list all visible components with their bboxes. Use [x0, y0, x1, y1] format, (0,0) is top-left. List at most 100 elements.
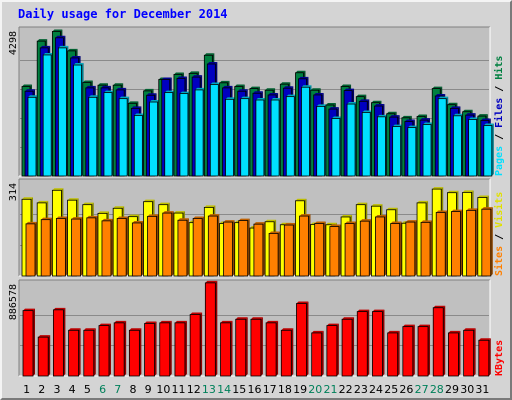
bar-kbytes-day-8	[128, 329, 140, 377]
bar-visits-day-31-top	[477, 195, 489, 198]
bar-sites-day-28-top	[436, 210, 448, 213]
x-tick-label-day-16: 16	[248, 383, 262, 396]
bar-hits-day-24-top	[371, 100, 382, 103]
bar-kbytes-day-6	[98, 325, 110, 377]
bar-hits-day-26-top	[401, 115, 412, 118]
bar-hits-day-28-top	[432, 86, 443, 89]
bar-kbytes-day-24-top	[372, 309, 385, 312]
bar-visits-day-19-top	[295, 198, 307, 201]
bar-sites-day-20-side	[323, 221, 326, 276]
bar-sites-day-23-side	[369, 219, 372, 276]
x-tick-label-day-17: 17	[263, 383, 277, 396]
bar-sites-day-19-top	[299, 214, 311, 217]
x-tick-label-day-23: 23	[354, 383, 368, 396]
bar-sites-day-2-side	[50, 217, 53, 276]
bar-pages-day-24	[377, 116, 386, 177]
bar-pages-day-15-top	[240, 96, 251, 99]
bar-hits-day-3-top	[52, 29, 63, 32]
bar-sites-day-28	[435, 212, 446, 277]
bar-visits-day-29-top	[447, 190, 459, 193]
bar-sites-day-1-top	[26, 221, 37, 224]
bar-kbytes-day-15-top	[235, 317, 248, 320]
bar-files-day-1-top	[25, 89, 35, 92]
bar-sites-day-9-top	[147, 214, 159, 217]
bar-kbytes-day-15	[235, 318, 247, 377]
bar-kbytes-day-18-side	[291, 328, 294, 376]
bar-kbytes-day-22-side	[352, 317, 355, 376]
bar-files-day-14-top	[222, 85, 233, 88]
bar-kbytes-day-31-side	[488, 338, 491, 376]
bar-kbytes-day-20-side	[321, 330, 324, 376]
bar-visits-day-24-top	[371, 204, 383, 207]
legend-separator: /	[494, 80, 505, 98]
bar-sites-day-16	[253, 223, 264, 277]
bar-kbytes-day-11	[174, 322, 186, 377]
bar-sites-day-23	[359, 220, 370, 277]
bar-hits-day-23-top	[356, 94, 367, 97]
bar-sites-day-20-top	[314, 221, 326, 224]
bar-hits-day-7-top	[113, 83, 124, 86]
bar-kbytes-day-27-top	[418, 324, 431, 327]
bar-sites-day-10-top	[162, 211, 174, 214]
bar-files-day-6-top	[100, 85, 111, 88]
bar-files-day-23-top	[359, 99, 370, 102]
bar-kbytes-day-13-top	[205, 280, 218, 283]
bar-sites-day-7	[116, 218, 127, 277]
bar-visits-day-8-top	[128, 214, 140, 217]
x-tick-label-day-8: 8	[129, 383, 136, 396]
bar-kbytes-day-30	[463, 329, 475, 377]
bar-pages-day-1-top	[28, 95, 38, 98]
bar-kbytes-day-28	[432, 307, 444, 377]
bar-sites-day-31-side	[490, 207, 493, 276]
bar-kbytes-day-31	[478, 339, 490, 377]
bar-pages-day-30	[468, 119, 478, 177]
bar-kbytes-day-1-top	[23, 308, 35, 311]
bar-kbytes-day-3	[52, 309, 64, 377]
bar-hits-day-25-top	[386, 111, 397, 114]
bar-hits-day-19-top	[295, 70, 306, 73]
bar-sites-day-11-top	[177, 218, 189, 221]
x-tick-label-day-10: 10	[156, 383, 170, 396]
bar-sites-day-30-top	[466, 208, 478, 211]
bar-visits-day-3-top	[52, 188, 64, 191]
bar-kbytes-day-17-top	[266, 320, 279, 323]
x-tick-label-day-25: 25	[384, 383, 398, 396]
bar-sites-day-21-top	[329, 224, 341, 227]
bar-pages-day-4-top	[73, 63, 84, 66]
bar-kbytes-day-7-top	[114, 320, 127, 323]
bar-pages-day-9	[149, 101, 158, 177]
bar-pages-day-19	[301, 86, 310, 177]
bar-kbytes-day-16-side	[260, 317, 263, 376]
bar-hits-day-6-top	[97, 83, 108, 86]
bar-kbytes-day-30-top	[463, 328, 476, 331]
bar-kbytes-day-31-top	[478, 338, 491, 341]
bar-visits-day-2-top	[37, 200, 49, 203]
bar-visits-day-6-top	[97, 211, 109, 214]
bar-hits-day-22-top	[341, 84, 352, 87]
bar-hits-day-20-top	[310, 88, 321, 91]
bar-kbytes-day-14	[220, 322, 231, 377]
bar-kbytes-day-26-top	[402, 324, 415, 327]
bar-files-day-4-top	[70, 55, 81, 58]
bar-hits-day-14-top	[219, 80, 230, 83]
legend-pages: Pages	[494, 146, 505, 176]
bar-kbytes-day-16-top	[250, 317, 263, 320]
bar-pages-day-8-top	[134, 113, 145, 116]
bar-sites-day-17-side	[278, 231, 281, 276]
sites-visits-legend: Sites / Visits	[493, 192, 505, 276]
bar-kbytes-day-30-side	[473, 328, 476, 376]
bar-hits-day-31-top	[477, 114, 488, 117]
x-tick-label-day-26: 26	[399, 383, 413, 396]
bar-hits-day-11-top	[173, 72, 184, 75]
bar-pages-day-20-top	[316, 104, 327, 107]
x-tick-label-day-2: 2	[38, 383, 45, 396]
bar-sites-day-21-side	[338, 224, 341, 276]
x-tick-label-day-14: 14	[217, 383, 231, 396]
bar-sites-day-22-side	[354, 221, 357, 276]
bar-sites-day-26	[405, 221, 416, 277]
chart-title: Daily usage for December 2014	[18, 7, 228, 21]
bar-kbytes-day-25-top	[387, 330, 400, 333]
bar-pages-day-9-top	[149, 100, 160, 103]
bar-sites-day-15-side	[247, 218, 250, 276]
